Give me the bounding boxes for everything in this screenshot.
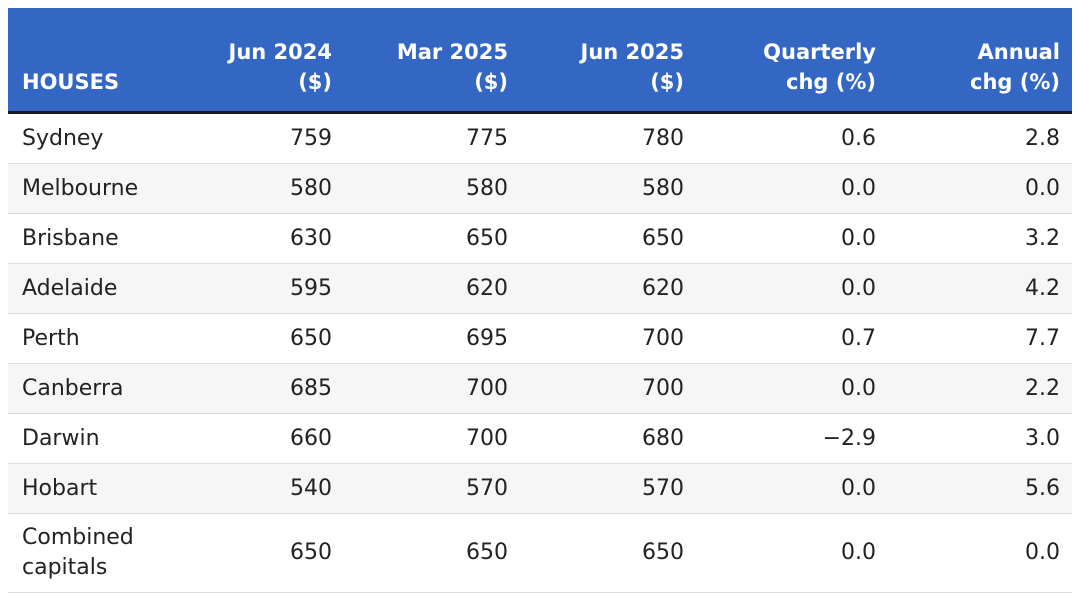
value-cell: 580	[168, 163, 344, 214]
city-cell: Perth	[8, 313, 168, 364]
header-text: HOUSES	[22, 70, 120, 94]
value-cell: 0.0	[696, 363, 888, 414]
header-text: chg (%)	[786, 70, 876, 94]
header-cell: Mar 2025 ($)	[344, 8, 520, 114]
value-cell: 0.0	[696, 163, 888, 214]
table-header: HOUSES Jun 2024 ($) Mar 2025 ($) Jun 2025 ($) Q…	[8, 8, 1072, 114]
header-cell: Jun 2024 ($)	[168, 8, 344, 114]
value-cell: 630	[168, 213, 344, 264]
value-cell: 780	[520, 112, 696, 164]
table-row: Adelaide 595 620 620 0.0 4.2	[8, 263, 1072, 314]
table-row: Darwin 660 700 680 −2.9 3.0	[8, 413, 1072, 464]
city-cell: Combined capitals	[8, 513, 168, 593]
value-cell: 759	[168, 112, 344, 164]
value-cell: 0.0	[696, 463, 888, 514]
header-text: chg (%)	[970, 70, 1060, 94]
value-cell: 700	[344, 363, 520, 414]
value-cell: 685	[168, 363, 344, 414]
table-container: HOUSES Jun 2024 ($) Mar 2025 ($) Jun 2025 ($) Q…	[8, 8, 1072, 593]
header-text: ($)	[474, 70, 508, 94]
value-cell: −2.9	[696, 413, 888, 464]
value-cell: 5.6	[888, 463, 1072, 514]
value-cell: 0.7	[696, 313, 888, 364]
header-text: Mar 2025	[396, 40, 508, 64]
value-cell: 570	[344, 463, 520, 514]
header-text: Quarterly	[763, 40, 876, 64]
header-cell: HOUSES	[8, 8, 168, 114]
city-cell: Canberra	[8, 363, 168, 414]
value-cell: 3.2	[888, 213, 1072, 264]
value-cell: 0.6	[696, 112, 888, 164]
table-row: Brisbane 630 650 650 0.0 3.2	[8, 213, 1072, 264]
table-row: Combined capitals 650 650 650 0.0 0.0	[8, 513, 1072, 593]
value-cell: 660	[168, 413, 344, 464]
value-cell: 570	[520, 463, 696, 514]
value-cell: 650	[520, 213, 696, 264]
value-cell: 0.0	[696, 213, 888, 264]
value-cell: 2.8	[888, 112, 1072, 164]
city-cell: Hobart	[8, 463, 168, 514]
table-row: Hobart 540 570 570 0.0 5.6	[8, 463, 1072, 514]
value-cell: 650	[168, 313, 344, 364]
value-cell: 620	[520, 263, 696, 314]
city-cell: Brisbane	[8, 213, 168, 264]
value-cell: 695	[344, 313, 520, 364]
city-cell: Melbourne	[8, 163, 168, 214]
value-cell: 3.0	[888, 413, 1072, 464]
table-row: Perth 650 695 700 0.7 7.7	[8, 313, 1072, 364]
value-cell: 775	[344, 112, 520, 164]
value-cell: 7.7	[888, 313, 1072, 364]
city-cell: Sydney	[8, 112, 168, 164]
city-cell: Adelaide	[8, 263, 168, 314]
table-row: Canberra 685 700 700 0.0 2.2	[8, 363, 1072, 414]
header-text: Jun 2024	[228, 40, 332, 64]
value-cell: 595	[168, 263, 344, 314]
value-cell: 4.2	[888, 263, 1072, 314]
value-cell: 680	[520, 413, 696, 464]
value-cell: 580	[344, 163, 520, 214]
value-cell: 620	[344, 263, 520, 314]
value-cell: 700	[520, 313, 696, 364]
value-cell: 2.2	[888, 363, 1072, 414]
value-cell: 580	[520, 163, 696, 214]
table-row: Sydney 759 775 780 0.6 2.8	[8, 112, 1072, 164]
header-row: HOUSES Jun 2024 ($) Mar 2025 ($) Jun 2025 ($) Q…	[8, 8, 1072, 114]
value-cell: 700	[520, 363, 696, 414]
header-cell: Quarterly chg (%)	[696, 8, 888, 114]
header-text: ($)	[650, 70, 684, 94]
header-text: Jun 2025	[580, 40, 684, 64]
header-text: Annual	[977, 40, 1060, 64]
value-cell: 650	[520, 513, 696, 593]
value-cell: 0.0	[696, 263, 888, 314]
header-text: ($)	[298, 70, 332, 94]
header-cell: Jun 2025 ($)	[520, 8, 696, 114]
houses-table: HOUSES Jun 2024 ($) Mar 2025 ($) Jun 2025 ($) Q…	[8, 8, 1072, 593]
value-cell: 0.0	[888, 513, 1072, 593]
value-cell: 0.0	[696, 513, 888, 593]
value-cell: 540	[168, 463, 344, 514]
table-body: Sydney 759 775 780 0.6 2.8 Melbourne 580 580 580 0…	[8, 112, 1072, 593]
value-cell: 650	[344, 513, 520, 593]
table-row: Melbourne 580 580 580 0.0 0.0	[8, 163, 1072, 214]
city-cell: Darwin	[8, 413, 168, 464]
value-cell: 0.0	[888, 163, 1072, 214]
value-cell: 700	[344, 413, 520, 464]
header-cell: Annual chg (%)	[888, 8, 1072, 114]
value-cell: 650	[344, 213, 520, 264]
value-cell: 650	[168, 513, 344, 593]
